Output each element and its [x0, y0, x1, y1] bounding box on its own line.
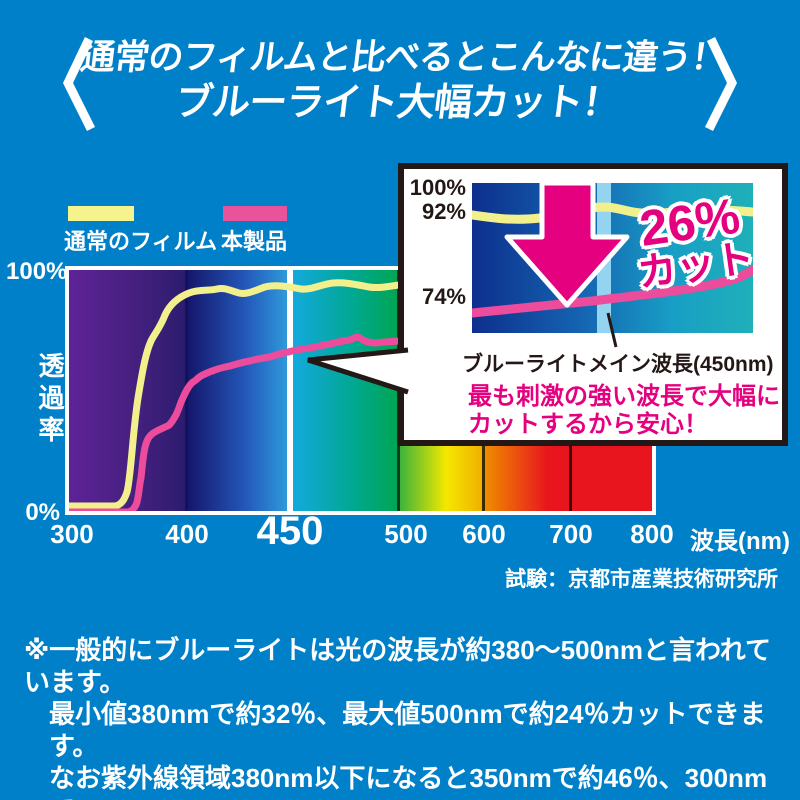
- zoom-callout-box: 100% 92% 74% 26% カット ブルーライトメイン波長(450nm) …: [398, 163, 788, 446]
- x-tick-300: 300: [50, 519, 94, 549]
- legend-swatch-product: [223, 206, 287, 221]
- pointer-line: [606, 312, 618, 348]
- title-line-1: 通常のフィルムと比べるとこんなに違う！: [78, 38, 728, 77]
- legend-swatch-normal-film: [68, 206, 134, 221]
- footnote-line-3: なお紫外線領域380nm以下になると350nmで約46％、300nmで: [49, 763, 768, 800]
- x-tick-800: 800: [630, 519, 674, 549]
- page-title: 通常のフィルムと比べるとこんなに違う！ ブルーライト大幅カット！: [0, 36, 800, 126]
- callout-label-74pct: 74%: [421, 284, 466, 309]
- footnote-text: ※一般的にブルーライトは光の波長が約380〜500nmと言われています。 最小値…: [24, 634, 784, 800]
- blue-light-wavelength-label: ブルーライトメイン波長(450nm): [462, 353, 774, 376]
- callout-overlay: [504, 180, 630, 348]
- zoomed-curve-product: [472, 265, 753, 318]
- footnote-line-1: ※一般的にブルーライトは光の波長が約380〜500nmと言われています。: [24, 635, 771, 697]
- curve-normal-film: [69, 279, 468, 510]
- legend-label-product: 本製品: [221, 229, 288, 254]
- x-tick-500: 500: [384, 519, 428, 549]
- title-line-2: ブルーライト大幅カット！: [172, 82, 622, 124]
- zoomed-curves: [472, 202, 753, 318]
- legend-label-normal-film: 通常のフィルム: [64, 229, 218, 254]
- footnote-line-2: 最小値380nmで約32％、最大値500nmで約24％カットできます。: [49, 699, 766, 761]
- transmission-curves: [69, 279, 468, 511]
- zoomed-spectrum-chart: [472, 183, 753, 333]
- x-tick-450: 450: [256, 509, 324, 553]
- callout-note-line-1: 最も刺激の強い波長で大幅に: [468, 383, 780, 410]
- callout-label-92pct: 92%: [421, 199, 466, 224]
- down-arrow-icon: [504, 180, 630, 308]
- test-source-label: 試験：京都市産業技術研究所: [505, 568, 778, 591]
- callout-note-line-2: カットするから安心！: [468, 411, 708, 438]
- y-axis-label-0: 0%: [25, 499, 60, 526]
- spectrum-band-450-500: [290, 270, 399, 511]
- zoomed-curve-normal-film: [472, 202, 753, 224]
- spectrum-band-400-450: [188, 270, 290, 511]
- x-tick-400: 400: [165, 519, 209, 549]
- x-tick-700: 700: [549, 519, 593, 549]
- callout-tail: [307, 347, 409, 395]
- x-tick-600: 600: [462, 519, 506, 549]
- callout-label-100pct: 100%: [409, 175, 466, 200]
- curve-product: [69, 333, 403, 511]
- left-angle-bracket-icon: [62, 37, 96, 132]
- x-axis-unit-label: 波長(nm): [690, 528, 790, 555]
- right-angle-bracket-icon: [704, 37, 738, 132]
- y-axis-label-100: 100%: [6, 258, 68, 285]
- highlight-line-450nm: [287, 270, 293, 511]
- y-axis-title: 透過率: [35, 352, 65, 448]
